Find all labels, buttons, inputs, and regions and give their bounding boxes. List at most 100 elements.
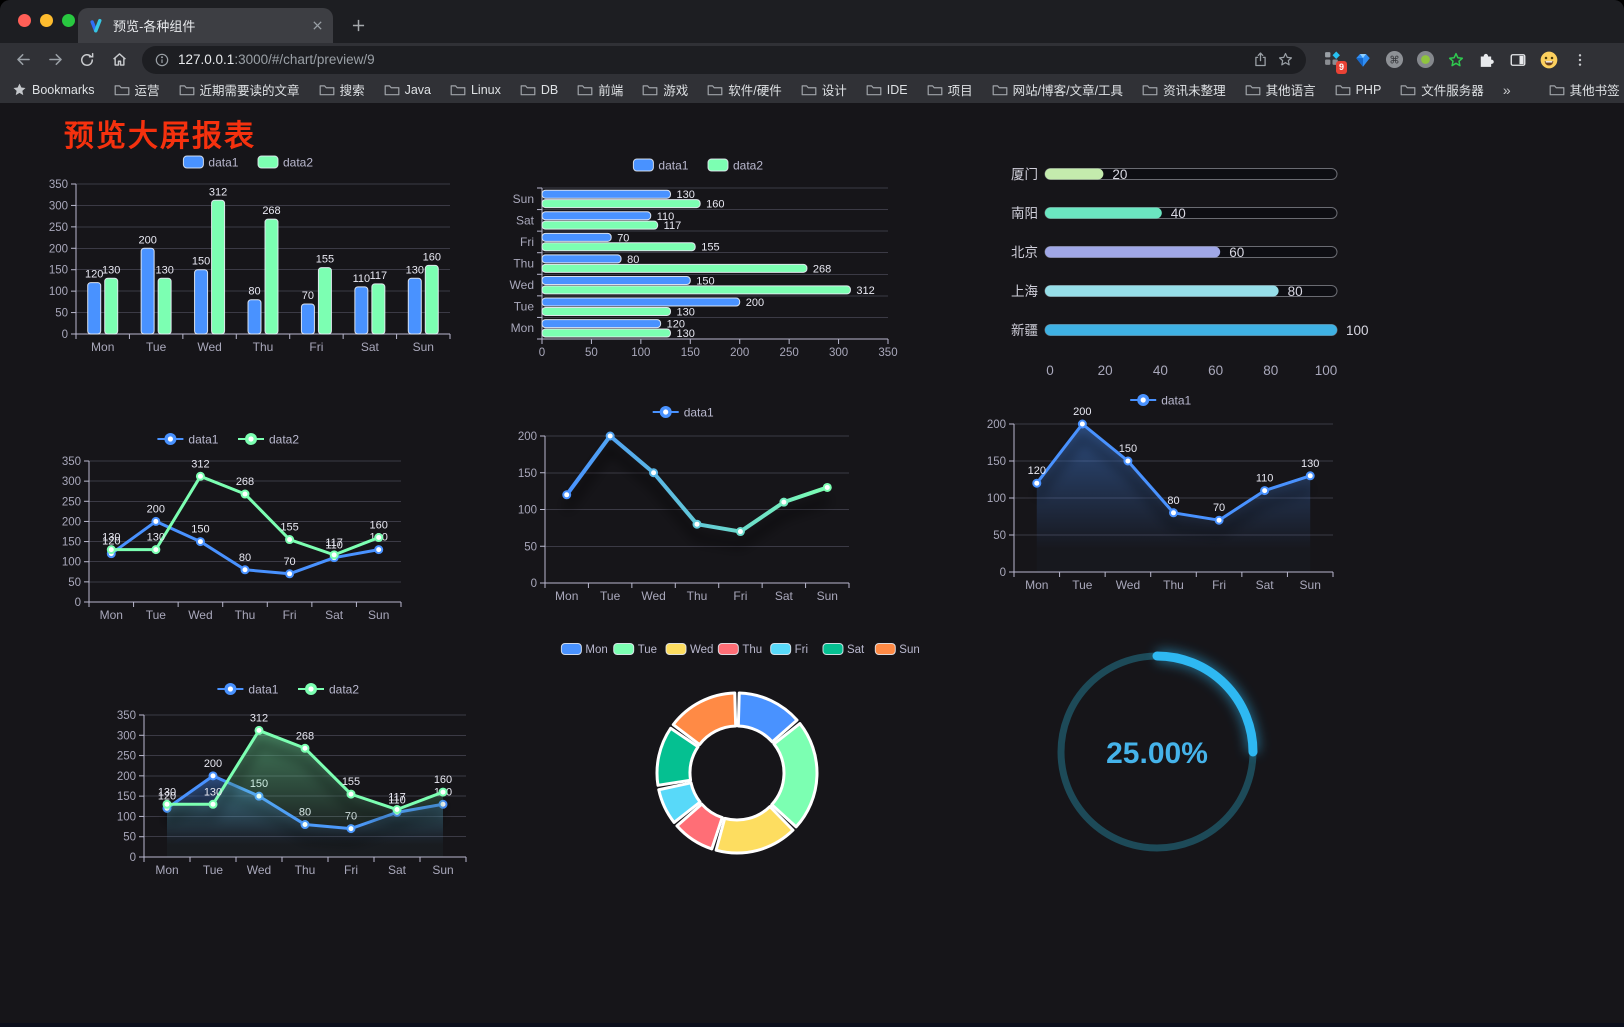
svg-text:50: 50 (123, 832, 136, 844)
svg-text:117: 117 (664, 220, 682, 232)
bookmark-star-icon[interactable] (1277, 51, 1294, 68)
svg-text:data1: data1 (248, 682, 278, 696)
svg-text:130: 130 (102, 532, 120, 544)
svg-text:100: 100 (631, 347, 650, 359)
bookmark-item[interactable]: PHP (1335, 83, 1381, 97)
pie-slice-Mon[interactable] (736, 691, 799, 744)
legend-item-Sat[interactable]: Sat (822, 643, 865, 657)
pie-slice-Fri[interactable] (657, 781, 702, 824)
pie-slice-Tue[interactable] (770, 722, 819, 829)
extensions-menu-button[interactable] (1477, 50, 1497, 70)
profile-avatar[interactable] (1539, 50, 1559, 70)
bookmark-item[interactable]: 游戏 (642, 80, 688, 99)
minimize-window-button[interactable] (40, 14, 53, 27)
share-icon[interactable] (1252, 51, 1269, 68)
tab-close-icon[interactable] (312, 20, 323, 31)
legend-item-Wed[interactable]: Wed (665, 643, 713, 657)
svg-text:100: 100 (117, 811, 136, 823)
svg-text:Tue: Tue (1072, 578, 1093, 592)
svg-text:40: 40 (1171, 206, 1186, 221)
bookmark-item[interactable]: 其他语言 (1245, 80, 1316, 99)
svg-text:data2: data2 (269, 432, 299, 446)
new-tab-button[interactable] (343, 10, 373, 40)
legend-item-Thu[interactable]: Thu (717, 643, 762, 657)
svg-text:Tue: Tue (514, 300, 535, 314)
bookmark-item[interactable]: Java (384, 83, 431, 97)
reload-button[interactable] (72, 46, 102, 74)
bookmark-item[interactable]: 项目 (927, 80, 973, 99)
bookmark-item[interactable]: Linux (450, 83, 501, 97)
back-button[interactable] (8, 46, 38, 74)
bookmark-label: Java (404, 82, 431, 97)
svg-text:data1: data1 (1161, 393, 1191, 407)
svg-text:100: 100 (518, 505, 537, 517)
legend-item-Sun[interactable]: Sun (874, 643, 920, 657)
bookmark-item[interactable]: 文件服务器 (1400, 80, 1484, 99)
legend-item-data1[interactable]: data1 (157, 432, 219, 446)
legend-item-data2[interactable]: data2 (707, 158, 763, 172)
legend-item-Mon[interactable]: Mon (560, 643, 608, 657)
bookmarks-overflow-chevron[interactable]: » (1502, 81, 1511, 98)
extension-button-evernote[interactable] (1446, 50, 1466, 70)
svg-text:268: 268 (262, 205, 280, 217)
legend-item-data1[interactable]: data1 (182, 155, 239, 169)
other-bookmarks-item[interactable]: 其他书签 (1549, 80, 1620, 99)
bookmark-item[interactable]: 软件/硬件 (707, 80, 782, 99)
bookmark-item[interactable]: DB (520, 83, 558, 97)
browser-menu-button[interactable] (1570, 50, 1590, 70)
extension-button-cmd[interactable]: ⌘ (1384, 50, 1404, 70)
legend-item-data1[interactable]: data1 (217, 682, 279, 696)
svg-text:Sun: Sun (513, 192, 534, 206)
legend-item-data2[interactable]: data2 (257, 155, 313, 169)
back-icon (16, 53, 30, 66)
folder-icon (114, 85, 129, 96)
svg-text:data1: data1 (658, 158, 688, 172)
svg-text:Thu: Thu (742, 644, 762, 656)
bookmark-item[interactable]: 运营 (114, 80, 160, 99)
zoom-window-button[interactable] (62, 14, 75, 27)
bookmark-item[interactable]: IDE (866, 83, 908, 97)
bookmark-item[interactable]: 前端 (577, 80, 623, 99)
close-window-button[interactable] (18, 14, 31, 27)
legend-item-data1[interactable]: data1 (632, 158, 689, 172)
green-star-icon (1448, 52, 1464, 66)
extension-button-tampermonkey[interactable]: 9 (1322, 50, 1347, 74)
legend-item-data2[interactable]: data2 (238, 432, 299, 446)
pie-slice-Wed[interactable] (714, 805, 795, 855)
svg-text:Sun: Sun (899, 644, 919, 656)
folder-icon (927, 85, 943, 96)
side-panel-button[interactable] (1508, 50, 1528, 70)
svg-text:data1: data1 (684, 405, 714, 419)
legend-item-data1[interactable]: data1 (652, 405, 714, 419)
extension-button-recorder[interactable] (1415, 50, 1435, 70)
bookmark-item[interactable]: 设计 (801, 80, 847, 99)
pie-slice-Sun[interactable] (671, 691, 738, 747)
svg-text:25.00%: 25.00% (1106, 737, 1208, 770)
pie-slice-Sat[interactable] (655, 726, 700, 787)
forward-button[interactable] (40, 46, 70, 74)
address-bar[interactable]: 127.0.0.1:3000/#/chart/preview/9 (142, 45, 1306, 74)
legend-item-data1[interactable]: data1 (1130, 393, 1192, 407)
home-button[interactable] (104, 46, 134, 74)
bookmark-item[interactable]: 网站/博客/文章/工具 (992, 80, 1123, 99)
bookmark-item[interactable]: 资讯未整理 (1142, 80, 1226, 99)
bookmarks-manager-item[interactable]: Bookmarks (12, 82, 95, 97)
svg-text:Tue: Tue (146, 340, 167, 354)
svg-text:20: 20 (1112, 167, 1127, 182)
svg-text:0: 0 (62, 329, 68, 341)
pie-slice-Thu[interactable] (675, 802, 724, 851)
legend-item-Tue[interactable]: Tue (613, 643, 657, 657)
window-bottom-edge (0, 1023, 1624, 1027)
legend-item-Fri[interactable]: Fri (770, 643, 808, 657)
bookmark-label: 近期需要读的文章 (199, 84, 300, 98)
extension-button-gem[interactable] (1353, 50, 1373, 70)
bookmark-label: 运营 (134, 84, 160, 98)
browser-tab[interactable]: 预览-各种组件 (78, 8, 333, 43)
legend-item-data2[interactable]: data2 (298, 682, 359, 696)
folder-icon (1245, 85, 1260, 96)
bookmark-item[interactable]: 近期需要读的文章 (179, 80, 300, 99)
bookmark-label: Linux (470, 82, 501, 97)
site-info-icon[interactable] (154, 52, 170, 68)
bookmark-item[interactable]: 搜索 (319, 80, 365, 99)
